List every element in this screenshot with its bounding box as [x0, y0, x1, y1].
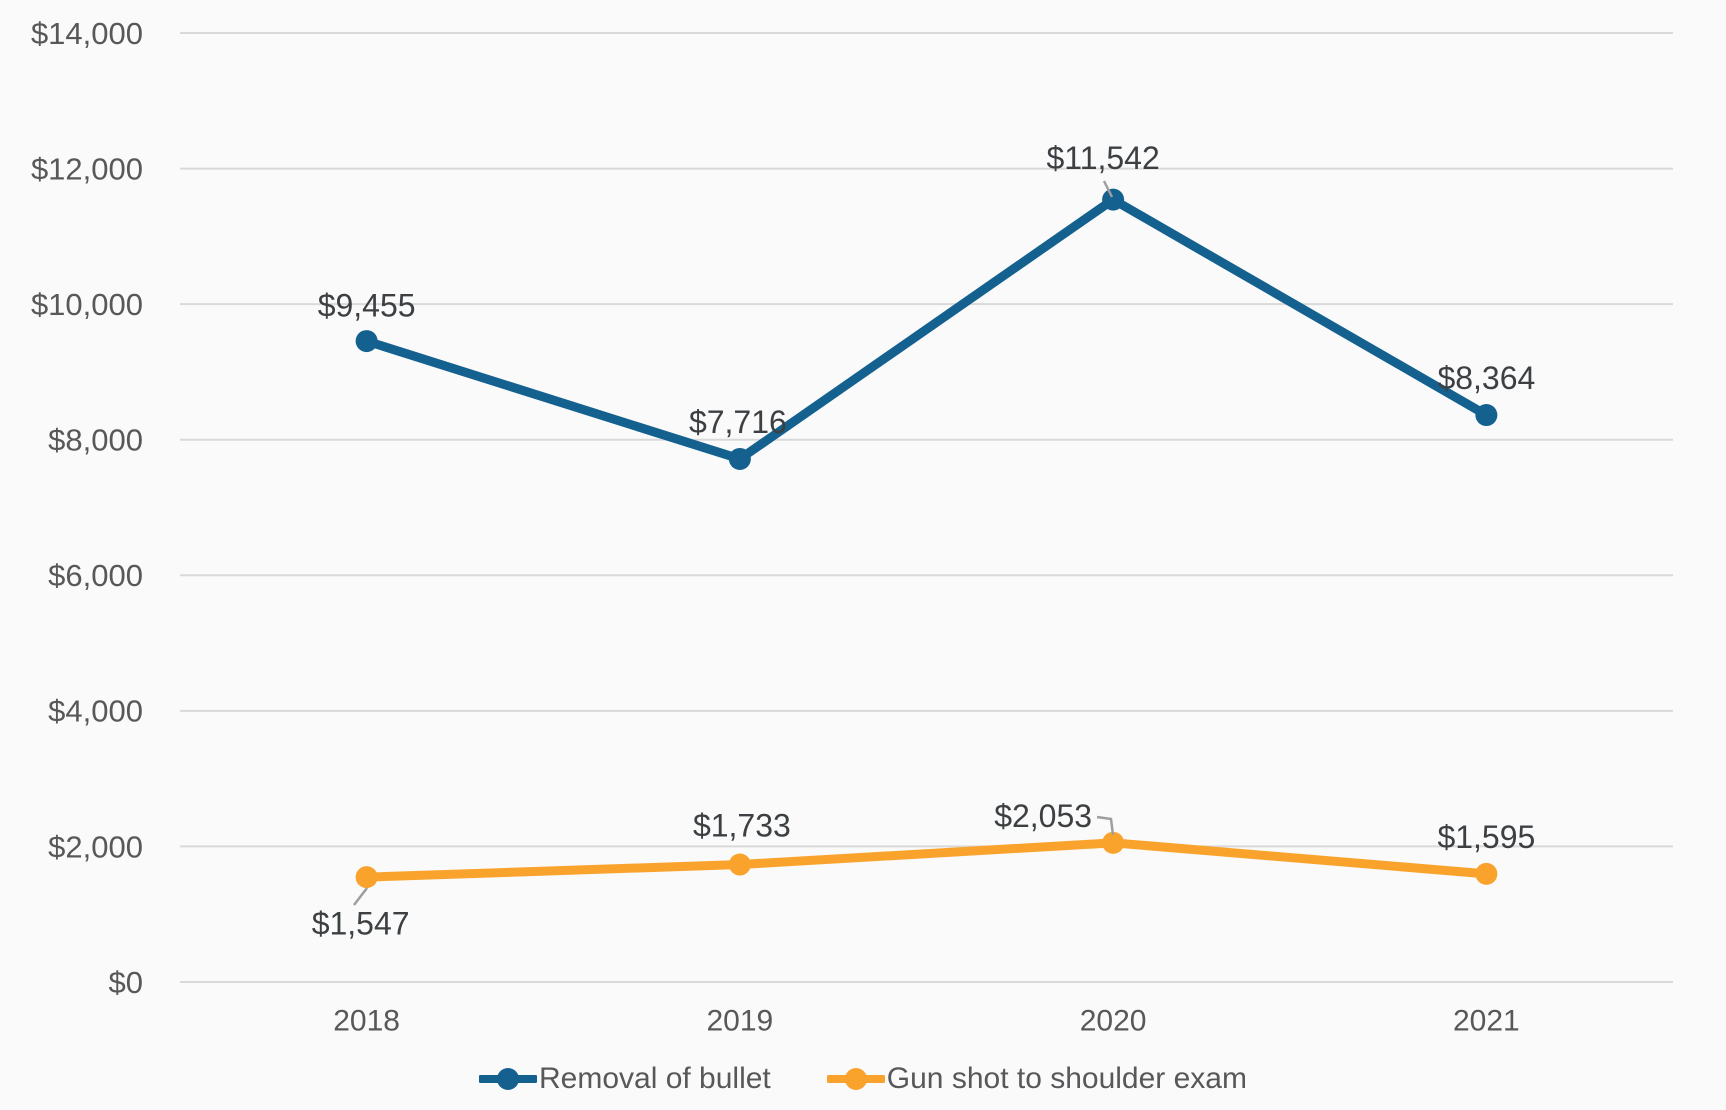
data-point-removal-of-bullet-2020[interactable] — [1102, 188, 1125, 211]
x-tick-label: 2021 — [1453, 1005, 1520, 1038]
data-point-gun-shot-to-shoulder-exam-2021[interactable] — [1475, 862, 1498, 885]
label-leader-line — [1096, 815, 1115, 836]
data-label-removal-of-bullet-2020: $11,542 — [1046, 140, 1159, 176]
legend-item-removal-of-bullet[interactable]: Removal of bullet — [478, 1062, 771, 1095]
x-tick-label: 2020 — [1080, 1005, 1147, 1038]
data-point-gun-shot-to-shoulder-exam-2020[interactable] — [1102, 831, 1125, 854]
y-tick-label: $10,000 — [31, 287, 143, 322]
data-label-gun-shot-to-shoulder-exam-2018: $1,547 — [312, 905, 410, 941]
data-point-removal-of-bullet-2019[interactable] — [728, 447, 751, 470]
legend-label: Removal of bullet — [538, 1062, 771, 1095]
series-line-removal-of-bullet — [362, 195, 1491, 464]
chart-legend: Removal of bullet Gun shot to shoulder e… — [0, 1064, 1726, 1094]
legend-label: Gun shot to shoulder exam — [886, 1062, 1247, 1095]
y-tick-label: $8,000 — [48, 423, 143, 458]
label-leader-line — [1102, 180, 1114, 198]
legend-marker-line-dot-icon — [826, 1068, 885, 1090]
data-point-removal-of-bullet-2018[interactable] — [355, 330, 378, 353]
x-tick-label: 2019 — [707, 1005, 774, 1038]
data-point-removal-of-bullet-2021[interactable] — [1475, 404, 1498, 427]
legend-marker-line-dot-icon — [478, 1068, 537, 1090]
data-label-gun-shot-to-shoulder-exam-2019: $1,733 — [693, 808, 791, 844]
data-label-removal-of-bullet-2019: $7,716 — [689, 404, 787, 440]
label-leader-line — [353, 887, 368, 906]
y-tick-label: $14,000 — [31, 16, 143, 51]
data-label-removal-of-bullet-2018: $9,455 — [318, 287, 416, 323]
y-tick-label: $12,000 — [31, 151, 143, 186]
y-tick-label: $2,000 — [48, 829, 143, 864]
legend-item-gun-shot-to-shoulder-exam[interactable]: Gun shot to shoulder exam — [826, 1062, 1247, 1095]
data-label-gun-shot-to-shoulder-exam-2021: $1,595 — [1437, 819, 1535, 855]
y-tick-label: $4,000 — [48, 694, 143, 729]
data-label-gun-shot-to-shoulder-exam-2020: $2,053 — [994, 798, 1092, 834]
data-point-gun-shot-to-shoulder-exam-2019[interactable] — [728, 853, 751, 876]
series-line-gun-shot-to-shoulder-exam — [362, 838, 1491, 882]
data-label-removal-of-bullet-2021: $8,364 — [1437, 360, 1535, 396]
y-tick-label: $6,000 — [48, 558, 143, 593]
y-tick-label: $0 — [109, 965, 143, 1000]
x-tick-label: 2018 — [333, 1005, 400, 1038]
data-point-gun-shot-to-shoulder-exam-2018[interactable] — [355, 866, 378, 889]
